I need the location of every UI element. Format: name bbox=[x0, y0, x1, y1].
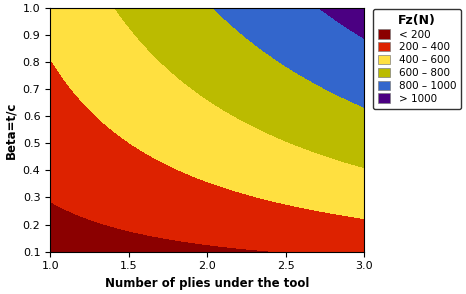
X-axis label: Number of plies under the tool: Number of plies under the tool bbox=[105, 277, 309, 290]
Legend: < 200, 200 – 400, 400 – 600, 600 – 800, 800 – 1000, > 1000: < 200, 200 – 400, 400 – 600, 600 – 800, … bbox=[373, 9, 461, 109]
Y-axis label: Beta=t/c: Beta=t/c bbox=[4, 101, 17, 158]
